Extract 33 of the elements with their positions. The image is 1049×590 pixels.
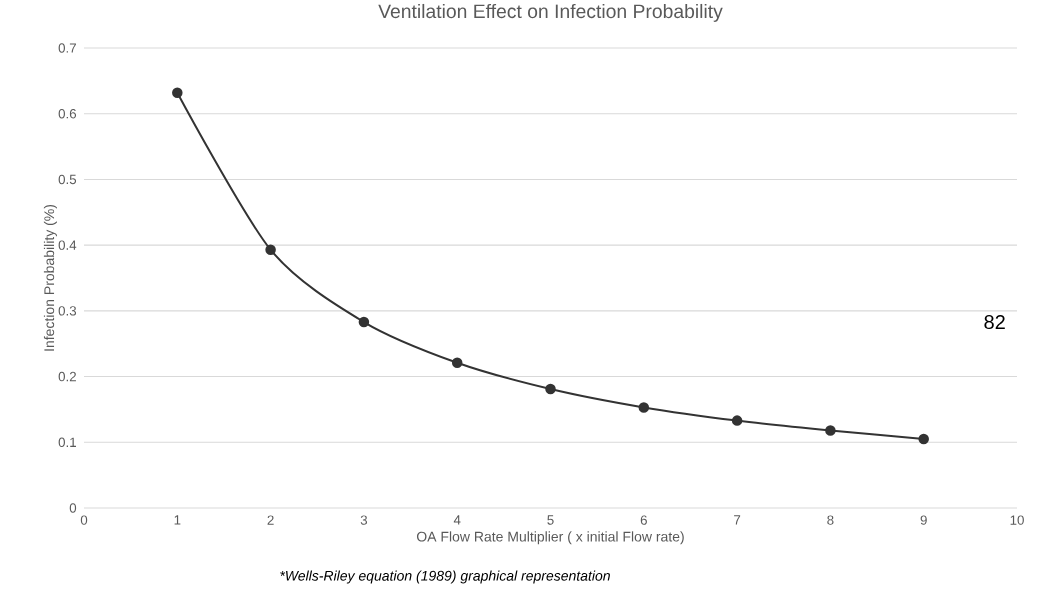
y-tick-label: 0 (69, 503, 77, 513)
point (545, 383, 556, 395)
point (358, 316, 370, 328)
x-tick-label: 10 (1010, 515, 1024, 525)
x-tick-label: 8 (827, 515, 834, 525)
point (172, 87, 183, 98)
y-tick-label: 0.1 (58, 437, 76, 447)
point (451, 357, 463, 369)
point (918, 433, 929, 445)
x-tick-label: 3 (360, 515, 368, 525)
text: *Wells-Riley equation (1989) graphical representation (280, 570, 610, 584)
x-tick-label: 1 (174, 515, 181, 525)
y-tick-label: 0.3 (58, 306, 77, 316)
y-tick-label: 0.6 (58, 109, 77, 119)
chart-title: Ventilation Effect on Infection Probability (378, 3, 723, 22)
point (731, 415, 743, 426)
point (638, 402, 650, 413)
x-tick-label: 4 (453, 515, 461, 525)
x-tick-label: 2 (267, 515, 274, 525)
y-tick-label: 0.7 (58, 43, 76, 53)
x-tick-label: 5 (547, 515, 554, 525)
y-tick-label: 0.4 (58, 240, 77, 250)
annotation: 82 (984, 314, 1005, 330)
point (265, 244, 276, 256)
x-tick-label: 6 (640, 515, 647, 525)
x-tick-label: 7 (734, 515, 741, 525)
y-tick-label: 0.2 (58, 371, 76, 382)
x-axis-title: OA Flow Rate Multiplier ( x initial Flow rate) (416, 531, 684, 545)
x-tick-label: 9 (920, 515, 927, 525)
y-axis-title: Infection Probability (%) (43, 204, 57, 351)
x-tick-label: 0 (80, 515, 88, 525)
point (825, 425, 836, 436)
y-tick-label: 0.5 (58, 174, 77, 185)
